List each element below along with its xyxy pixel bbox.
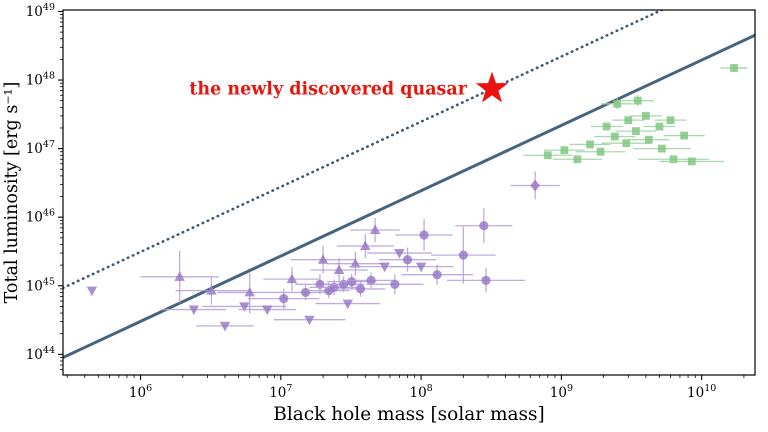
svg-text:109: 109	[550, 383, 573, 401]
svg-text:1010: 1010	[687, 383, 716, 401]
svg-text:1046: 1046	[26, 208, 55, 226]
relation-lines	[63, 10, 755, 359]
annotation-label: the newly discovered quasar	[189, 80, 467, 100]
scatter-series-green	[523, 63, 748, 166]
relation-line-solid	[63, 33, 755, 359]
y-axis-label: Total luminosity [erg s⁻¹]	[2, 82, 22, 304]
svg-text:1049: 1049	[26, 2, 55, 20]
svg-text:108: 108	[409, 383, 432, 401]
svg-text:1044: 1044	[26, 345, 55, 363]
svg-text:1047: 1047	[26, 139, 55, 157]
relation-line-dotted	[63, 10, 665, 290]
x-axis-label: Black hole mass [solar mass]	[273, 404, 545, 425]
svg-text:1045: 1045	[26, 276, 55, 294]
plot-frame	[62, 9, 756, 376]
svg-text:1048: 1048	[26, 71, 55, 89]
svg-text:106: 106	[129, 383, 152, 401]
svg-text:107: 107	[269, 383, 292, 401]
scatter-series-purple	[86, 171, 560, 332]
axes-ticks: 106 107 108 109 1010 1044 1045 1046 1047 1048 1049	[26, 2, 745, 401]
new-quasar-annotation: the newly discovered quasar	[189, 71, 509, 103]
quasar-star-icon	[475, 71, 509, 103]
